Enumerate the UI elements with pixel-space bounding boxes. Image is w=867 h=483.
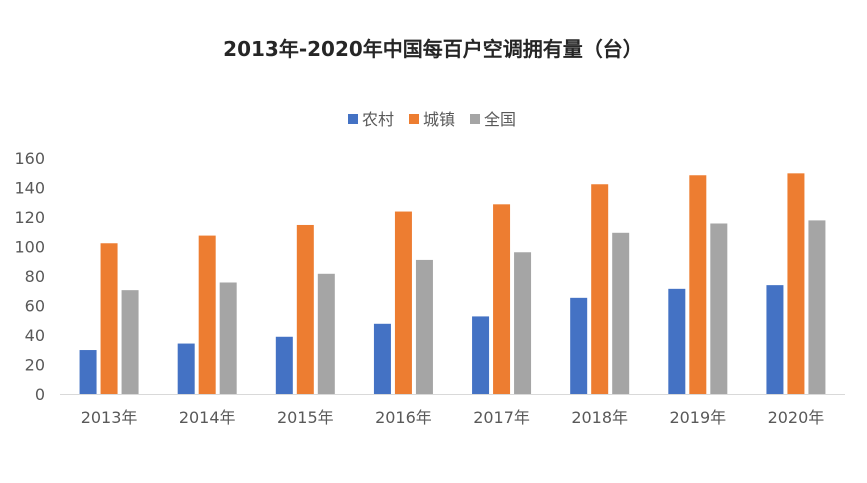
x-tick-label: 2018年 [571,408,628,427]
legend-label: 全国 [484,110,516,129]
legend-swatch [470,114,480,124]
bar-农村-2019年 [668,288,686,394]
y-tick-label: 0 [35,385,45,404]
x-tick-label: 2016年 [375,408,432,427]
y-tick-label: 20 [25,356,45,375]
bar-城镇-2016年 [394,211,412,394]
x-tick-label: 2017年 [473,408,530,427]
bar-城镇-2015年 [296,224,314,394]
legend-swatch [348,114,358,124]
y-tick-label: 80 [25,267,45,286]
y-tick-label: 100 [14,238,45,257]
x-axis: 2013年 2014年 2015年 2016年 2017年 2018年 2019年 2020年 [60,394,845,427]
bar-全国-2013年 [121,290,139,394]
y-tick-label: 160 [14,149,45,168]
legend: 农村 城镇 全国 [348,110,516,129]
y-axis: 0 20 40 60 80 100 120 140 160 [14,149,45,404]
bar-农村-2020年 [766,285,784,394]
bar-农村-2014年 [177,343,195,394]
bar-城镇-2018年 [591,184,609,394]
x-tick-label: 2013年 [81,408,138,427]
y-tick-label: 60 [25,297,45,316]
bar-农村-2015年 [275,336,293,394]
legend-label: 农村 [362,110,394,129]
bar-全国-2015年 [317,273,335,394]
bar-全国-2017年 [514,252,532,394]
bar-农村-2016年 [373,323,391,394]
x-tick-label: 2020年 [768,408,825,427]
bar-全国-2018年 [612,232,630,394]
bar-城镇-2020年 [787,173,805,394]
bar-全国-2019年 [710,223,728,394]
bar-城镇-2019年 [689,175,707,394]
bars [79,173,826,394]
legend-label: 城镇 [423,110,455,129]
x-tick-label: 2015年 [277,408,334,427]
bar-全国-2014年 [219,282,237,394]
legend-swatch [409,114,419,124]
bar-城镇-2017年 [493,204,511,394]
bar-农村-2018年 [570,297,588,394]
x-tick-label: 2019年 [669,408,726,427]
x-tick-label: 2014年 [179,408,236,427]
bar-城镇-2014年 [198,235,216,394]
bar-农村-2013年 [79,350,97,394]
bar-全国-2020年 [808,220,826,394]
bar-全国-2016年 [415,259,433,394]
chart-title: 2013年-2020年中国每百户空调拥有量（台） [223,37,643,61]
y-tick-label: 40 [25,326,45,345]
bar-农村-2017年 [472,316,490,394]
y-tick-label: 120 [14,208,45,227]
bar-城镇-2013年 [100,243,118,394]
y-tick-label: 140 [14,179,45,198]
